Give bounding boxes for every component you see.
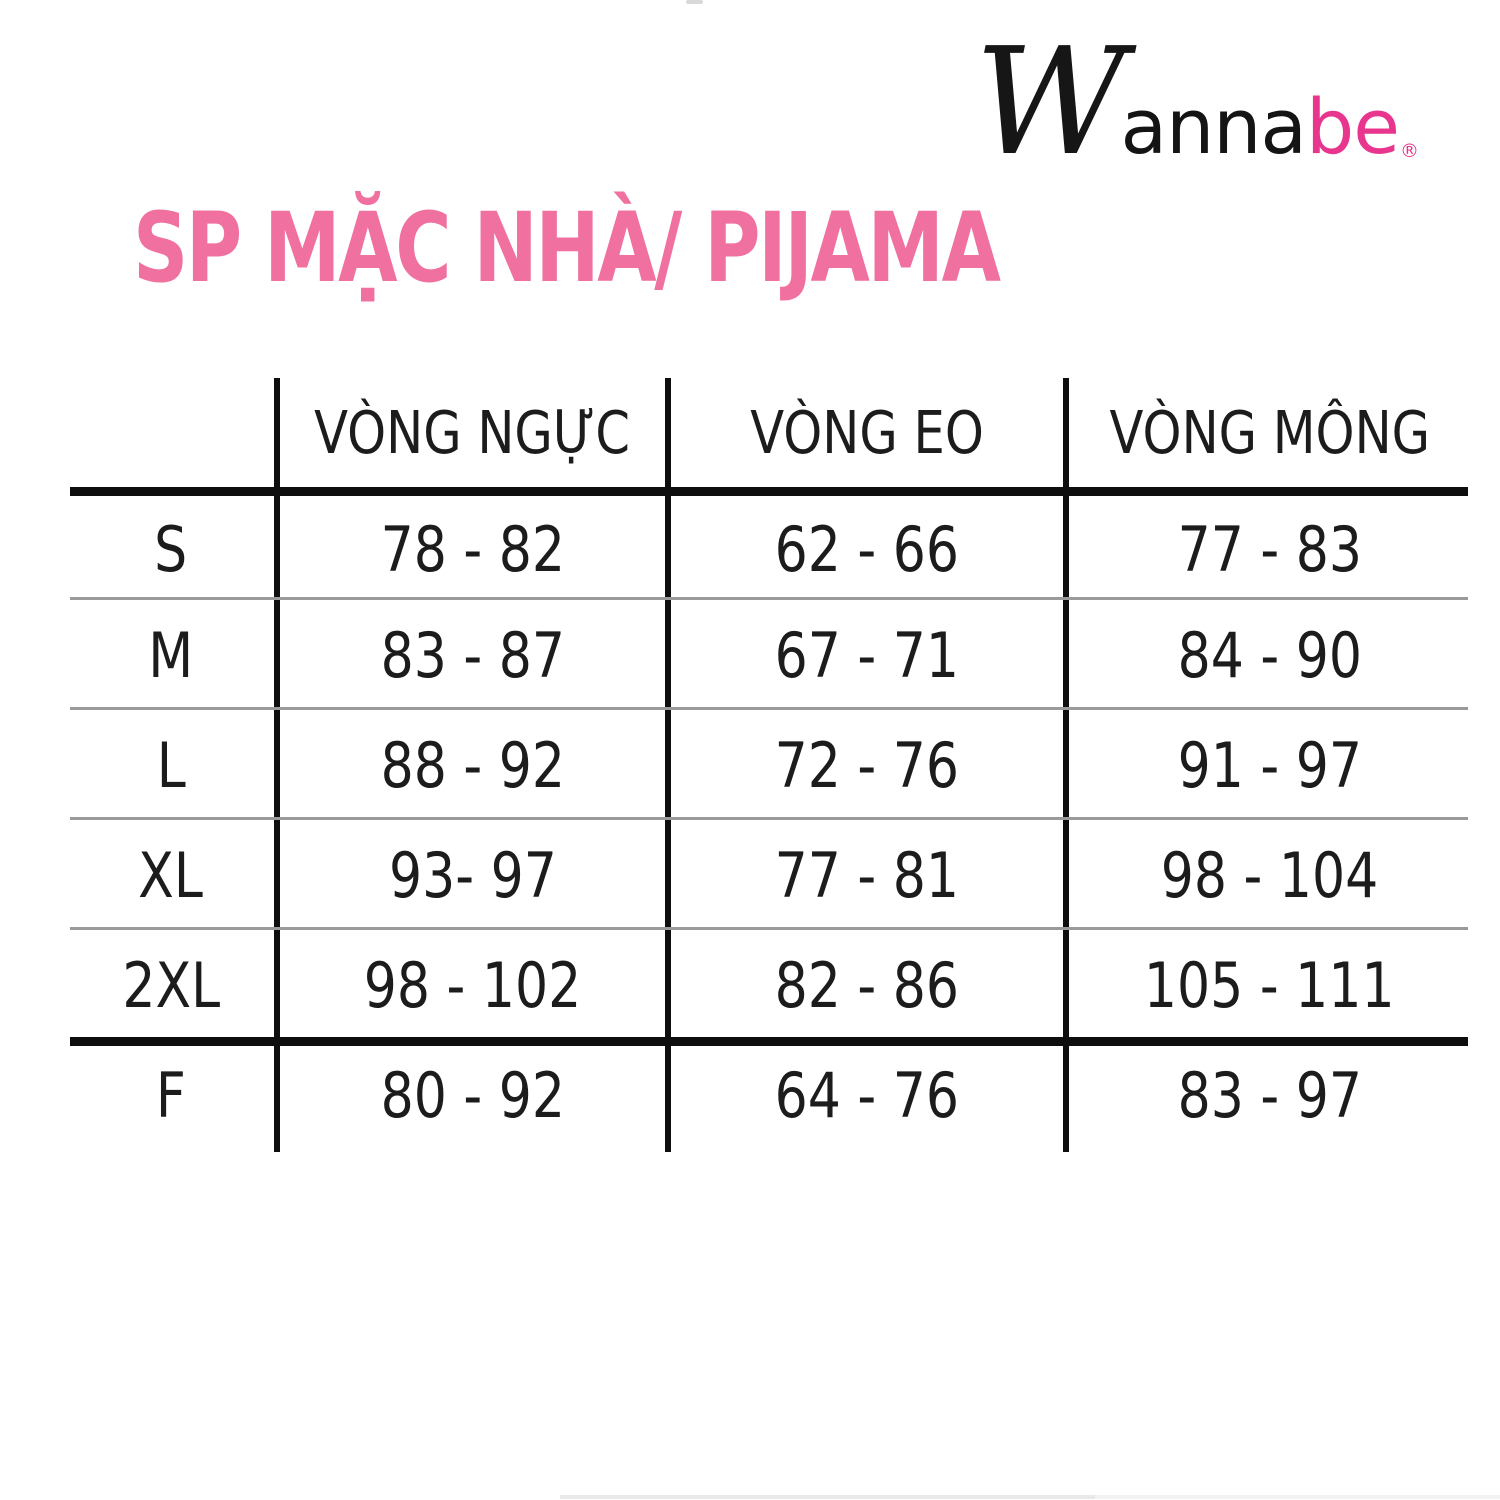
size-label: XL (70, 823, 272, 928)
table-vertical-line (1063, 378, 1069, 1152)
cell-text: 80 - 92 (380, 1059, 565, 1132)
table-cell-bust: 80 - 92 (282, 1043, 663, 1148)
size-label: M (70, 603, 272, 708)
cell-text: 72 - 76 (774, 729, 960, 802)
table-cell-waist: 67 - 71 (673, 603, 1061, 708)
cell-text: 84 - 90 (1177, 619, 1362, 692)
table-cell-hip: 105 - 111 (1071, 933, 1468, 1038)
cell-text: 98 - 104 (1160, 839, 1379, 912)
logo-be-text: be (1306, 82, 1400, 171)
table-cell-waist: 77 - 81 (673, 823, 1061, 928)
logo-anna-text: anna (1120, 82, 1307, 171)
table-row-divider (70, 707, 1468, 710)
brand-logo: Wannabe® (974, 28, 1419, 176)
bottom-crop-remnant (560, 1495, 1095, 1499)
cell-text: 98 - 102 (363, 949, 582, 1022)
table-cell-waist: 72 - 76 (673, 713, 1061, 818)
column-header-bust: VÒNG NGỰC (282, 382, 663, 482)
table-row-divider (70, 927, 1468, 930)
size-label-text: F (156, 1059, 186, 1132)
table-cell-hip: 84 - 90 (1071, 603, 1468, 708)
table-cell-bust: 98 - 102 (282, 933, 663, 1038)
table-vertical-line (665, 378, 671, 1152)
table-cell-bust: 83 - 87 (282, 603, 663, 708)
cell-text: 77 - 81 (774, 839, 960, 912)
size-label-text: L (156, 729, 186, 802)
size-label: S (70, 497, 272, 602)
size-label-text: S (154, 513, 188, 586)
size-label-text: 2XL (122, 949, 220, 1022)
size-label: F (70, 1043, 272, 1148)
cell-text: 105 - 111 (1144, 949, 1395, 1022)
cell-text: 77 - 83 (1177, 513, 1362, 586)
top-crop-remnant (686, 0, 703, 4)
cell-text: 64 - 76 (774, 1059, 960, 1132)
table-cell-waist: 62 - 66 (673, 497, 1061, 602)
cell-text: 83 - 87 (380, 619, 565, 692)
table-cell-hip: 77 - 83 (1071, 497, 1468, 602)
table-row-divider (70, 597, 1468, 600)
logo-w-glyph: W (974, 16, 1126, 188)
cell-text: 67 - 71 (774, 619, 960, 692)
size-label: 2XL (70, 933, 272, 1038)
table-cell-hip: 83 - 97 (1071, 1043, 1468, 1148)
table-cell-bust: 88 - 92 (282, 713, 663, 818)
cell-text: 78 - 82 (380, 513, 565, 586)
size-label: L (70, 713, 272, 818)
cell-text: 62 - 66 (774, 513, 960, 586)
column-header-waist: VÒNG EO (673, 382, 1061, 482)
size-label-text: M (148, 619, 194, 692)
table-cell-hip: 98 - 104 (1071, 823, 1468, 928)
size-label-text: XL (138, 839, 204, 912)
table-header-divider (70, 487, 1468, 496)
column-header-text: VÒNG EO (750, 397, 984, 467)
column-header-text: VÒNG MÔNG (1109, 397, 1430, 467)
page-title: SP MẶC NHÀ/ PIJAMA (133, 192, 1001, 304)
table-vertical-line (274, 378, 280, 1152)
table-cell-bust: 93- 97 (282, 823, 663, 928)
cell-text: 82 - 86 (774, 949, 960, 1022)
table-cell-waist: 82 - 86 (673, 933, 1061, 1038)
table-row-divider (70, 817, 1468, 820)
column-header-text: VÒNG NGỰC (314, 397, 631, 467)
table-cell-bust: 78 - 82 (282, 497, 663, 602)
table-cell-waist: 64 - 76 (673, 1043, 1061, 1148)
cell-text: 83 - 97 (1177, 1059, 1362, 1132)
column-header-hip: VÒNG MÔNG (1071, 382, 1468, 482)
cell-text: 88 - 92 (380, 729, 565, 802)
cell-text: 91 - 97 (1177, 729, 1362, 802)
table-cell-hip: 91 - 97 (1071, 713, 1468, 818)
table-section-divider (70, 1037, 1468, 1046)
cell-text: 93- 97 (388, 839, 557, 912)
bottom-crop-remnant (1095, 1495, 1500, 1499)
registered-trademark-icon: ® (1400, 140, 1419, 162)
